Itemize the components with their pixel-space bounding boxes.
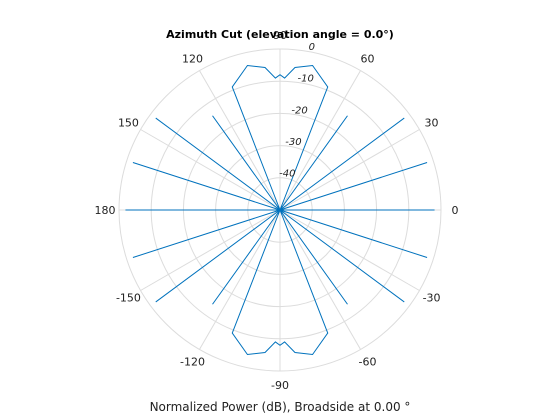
angle-grid-line: [279, 70, 361, 211]
angle-tick-label: -120: [180, 356, 205, 369]
pattern-trace-group: [125, 64, 435, 356]
angle-grid-line: [279, 129, 420, 211]
angle-tick-label: 60: [361, 52, 375, 65]
angle-tick-label: -30: [423, 292, 441, 305]
angle-tick-label: -90: [271, 379, 289, 392]
angle-tick-label: 30: [425, 117, 439, 130]
angle-tick-label: 90: [273, 29, 287, 42]
radial-tick-label: -20: [291, 105, 307, 116]
chart-title: Azimuth Cut (elevation angle = 0.0°): [166, 28, 394, 41]
angle-grid-line: [279, 209, 420, 291]
angle-tick-label: -60: [359, 356, 377, 369]
x-axis-label: Normalized Power (dB), Broadside at 0.00…: [150, 400, 411, 414]
tick-labels: 0 30 60 90 120 150 180 -150 -120 -90 -60 -30 0 -10 -20…: [95, 29, 459, 392]
radial-tick-label: 0: [309, 42, 315, 53]
angle-grid-line: [279, 209, 361, 350]
angle-tick-label: 180: [95, 204, 116, 217]
radial-tick-label: -30: [285, 137, 301, 148]
pattern-trace: [125, 64, 435, 356]
angle-tick-label: 150: [118, 117, 139, 130]
angle-tick-label: 120: [182, 52, 203, 65]
angle-tick-label: 0: [452, 204, 459, 217]
radial-tick-label: -40: [279, 169, 295, 180]
angle-tick-label: -150: [116, 292, 141, 305]
angle-grid-line: [199, 209, 281, 350]
angle-grid-line: [140, 129, 281, 211]
angle-grid-line: [199, 70, 281, 211]
angle-grid-line: [140, 209, 281, 291]
radial-tick-label: -10: [298, 74, 314, 85]
